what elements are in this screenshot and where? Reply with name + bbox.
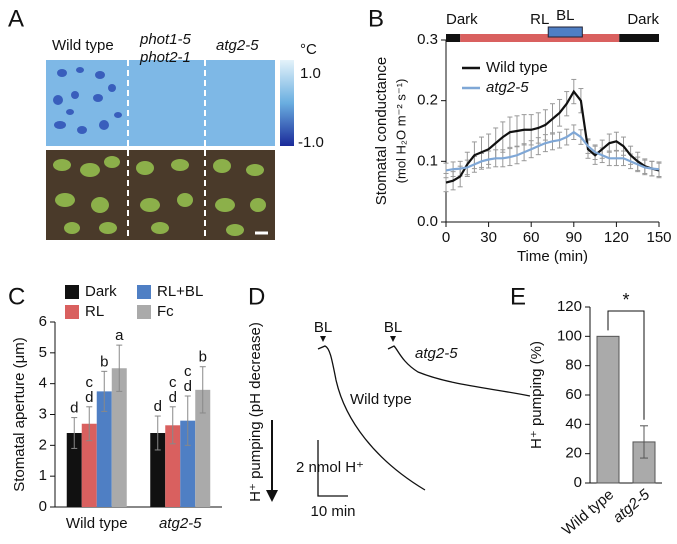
bar bbox=[150, 433, 166, 507]
x-tick-label: Wild type bbox=[66, 515, 128, 532]
x-tick-label: 30 bbox=[480, 229, 497, 246]
x-tick-label: 0 bbox=[442, 229, 450, 246]
scale-y-label: 2 nmol H⁺ bbox=[296, 459, 364, 476]
x-tick-label: Wild type bbox=[559, 486, 617, 539]
y-axis-label: Stomatal conductance bbox=[373, 57, 390, 205]
column-label: phot1-5 bbox=[139, 31, 192, 48]
y-tick-label: 5 bbox=[39, 344, 47, 361]
y-tick-label: 0.2 bbox=[417, 92, 438, 109]
y-tick-label: 60 bbox=[565, 386, 582, 403]
plant-image bbox=[46, 150, 275, 240]
light-period bbox=[460, 34, 620, 42]
significance-letter: d bbox=[85, 389, 93, 406]
colorbar-bottom: -1.0 bbox=[298, 134, 324, 151]
colorbar-top: 1.0 bbox=[300, 65, 321, 82]
y-tick-label: 80 bbox=[565, 357, 582, 374]
y-tick-label: 2 bbox=[39, 436, 47, 453]
legend-swatch bbox=[65, 285, 79, 299]
significance-letter: b bbox=[199, 349, 207, 366]
colorbar bbox=[280, 60, 294, 146]
x-tick-label: 120 bbox=[604, 229, 629, 246]
legend-swatch bbox=[137, 305, 151, 319]
light-period bbox=[446, 34, 461, 42]
panel-label: E bbox=[510, 283, 526, 310]
x-tick-label: atg2-5 bbox=[610, 486, 654, 527]
stimulus-label: BL bbox=[314, 319, 332, 336]
period-label: Dark bbox=[446, 11, 478, 28]
y-axis-label: H⁺ pumping (pH decrease) bbox=[247, 322, 264, 502]
y-tick-label: 0.3 bbox=[417, 31, 438, 48]
thermal-image bbox=[46, 60, 275, 146]
y-tick-label: 100 bbox=[557, 327, 582, 344]
y-tick-label: 0 bbox=[574, 474, 582, 491]
y-tick-label: 0.0 bbox=[417, 213, 438, 230]
y-tick-label: 120 bbox=[557, 298, 582, 315]
trace-label: atg2-5 bbox=[415, 345, 458, 362]
y-axis-label: Stomatal aperture (μm) bbox=[11, 337, 28, 492]
significance-letter: d bbox=[169, 389, 177, 406]
significance-mark: * bbox=[622, 290, 629, 310]
period-label: RL bbox=[530, 11, 549, 28]
significance-letter: c bbox=[86, 374, 94, 391]
light-period bbox=[619, 34, 659, 42]
period-label: BL bbox=[556, 7, 574, 24]
colorbar-unit: °C bbox=[300, 41, 317, 58]
bar bbox=[81, 423, 97, 507]
panel-label: D bbox=[248, 283, 265, 310]
significance-letter: c bbox=[184, 363, 192, 380]
bar bbox=[596, 335, 620, 484]
series-line bbox=[445, 89, 660, 184]
significance-letter: d bbox=[70, 400, 78, 417]
bar bbox=[180, 420, 196, 507]
significance-letter: d bbox=[184, 378, 192, 395]
y-tick-label: 40 bbox=[565, 415, 582, 432]
column-label: phot2-1 bbox=[139, 49, 191, 66]
trace-panel bbox=[266, 336, 531, 502]
bar bbox=[66, 433, 82, 507]
y-axis-label: H⁺ pumping (%) bbox=[528, 341, 545, 449]
trace-label: Wild type bbox=[350, 391, 412, 408]
bar bbox=[165, 425, 181, 507]
stimulus-label: BL bbox=[384, 319, 402, 336]
x-axis-label: Time (min) bbox=[517, 248, 588, 265]
bar bbox=[195, 389, 211, 507]
x-tick-label: atg2-5 bbox=[159, 515, 202, 532]
significance-letter: a bbox=[115, 327, 124, 344]
y-tick-label: 4 bbox=[39, 375, 47, 392]
legend-swatch bbox=[65, 305, 79, 319]
panel-label: A bbox=[8, 5, 24, 32]
x-tick-label: 60 bbox=[523, 229, 540, 246]
significance-letter: b bbox=[100, 353, 108, 370]
legend-label: atg2-5 bbox=[486, 79, 529, 96]
light-period bbox=[547, 26, 583, 38]
significance-letter: c bbox=[169, 374, 177, 391]
y-tick-label: 20 bbox=[565, 445, 582, 462]
bar bbox=[96, 391, 112, 507]
y-tick-label: 6 bbox=[39, 313, 47, 330]
scale-x-label: 10 min bbox=[310, 503, 355, 520]
y-tick-label: 0 bbox=[39, 498, 47, 515]
legend-label: Fc bbox=[157, 303, 174, 320]
legend-swatch bbox=[137, 285, 151, 299]
significance-letter: d bbox=[154, 398, 162, 415]
panel-label: B bbox=[368, 5, 384, 32]
legend-label: Wild type bbox=[486, 59, 548, 76]
legend-label: RL+BL bbox=[157, 283, 203, 300]
panel-label: C bbox=[8, 283, 25, 310]
x-tick-label: 150 bbox=[646, 229, 671, 246]
period-label: Dark bbox=[627, 11, 659, 28]
y-tick-label: 1 bbox=[39, 467, 47, 484]
x-tick-label: 90 bbox=[565, 229, 582, 246]
y-tick-label: 3 bbox=[39, 405, 47, 422]
y-tick-label: 0.1 bbox=[417, 152, 438, 169]
series-line bbox=[445, 130, 660, 172]
column-label: atg2-5 bbox=[216, 37, 259, 54]
bar bbox=[111, 368, 127, 507]
column-label: Wild type bbox=[52, 37, 114, 54]
significance-bracket bbox=[607, 310, 645, 420]
y-axis-unit: (mol H₂O m⁻² s⁻¹) bbox=[393, 79, 408, 184]
legend-label: Dark bbox=[85, 283, 117, 300]
legend-label: RL bbox=[85, 303, 104, 320]
